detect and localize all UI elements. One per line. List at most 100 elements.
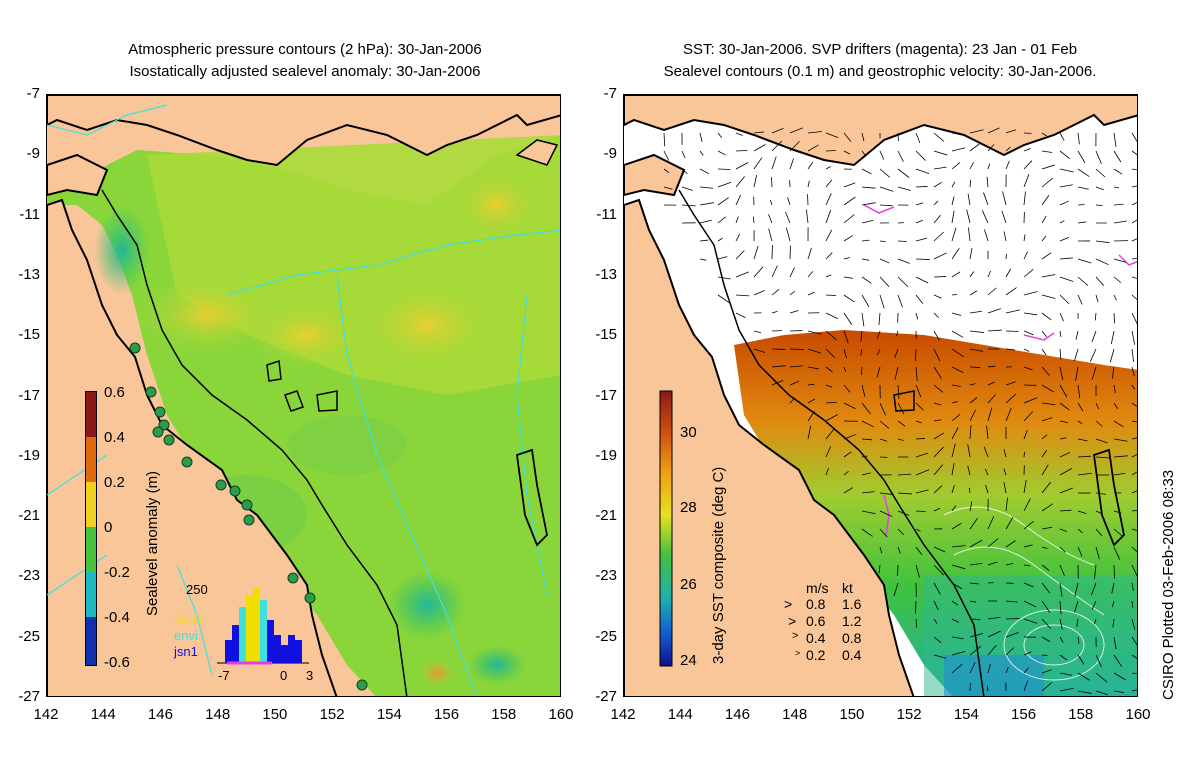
velocity-arrow — [1131, 471, 1137, 476]
velocity-arrow — [987, 270, 991, 278]
velocity-arrow — [771, 379, 784, 386]
velocity-arrow — [861, 258, 870, 261]
sla-colorbar-tick: -0.4 — [104, 609, 130, 626]
velocity-arrow — [1113, 472, 1126, 476]
velocity-arrow — [1023, 480, 1027, 494]
right-title-line1: SST: 30-Jan-2006. SVP drifters (magenta)… — [682, 41, 1078, 58]
velocity-arrow — [825, 414, 839, 422]
velocity-arrow — [1041, 348, 1047, 356]
velocity-arrow — [1059, 654, 1068, 661]
velocity-arrow — [699, 239, 709, 242]
velocity-arrow — [753, 157, 763, 170]
velocity-arrow — [768, 214, 773, 224]
velocity-arrow — [1059, 330, 1062, 337]
velocity-arrow — [1023, 366, 1033, 371]
velocity-arrow — [897, 564, 899, 577]
speed-legend-arrow: > — [784, 596, 793, 612]
velocity-arrow — [951, 248, 960, 260]
velocity-arrow — [1075, 330, 1079, 340]
velocity-arrow — [717, 216, 726, 224]
velocity-arrow — [969, 366, 981, 368]
velocity-arrow — [789, 290, 795, 296]
velocity-arrow — [1005, 666, 1009, 674]
velocity-arrow — [951, 271, 961, 278]
velocity-arrow — [717, 294, 730, 304]
velocity-arrow — [1095, 420, 1103, 427]
velocity-arrow — [1095, 672, 1108, 683]
histogram-legend-jsn1: jsn1 — [174, 644, 198, 659]
velocity-arrow — [1023, 680, 1029, 692]
velocity-arrow — [969, 143, 980, 152]
velocity-arrow — [987, 663, 991, 674]
velocity-arrow — [1077, 546, 1083, 557]
velocity-arrow — [897, 186, 911, 191]
velocity-arrow — [681, 150, 686, 159]
velocity-arrow — [861, 150, 867, 157]
lon-tick-label: 156 — [434, 706, 460, 723]
velocity-arrow — [1131, 564, 1137, 576]
velocity-arrow — [915, 510, 926, 512]
velocity-arrow — [897, 420, 906, 427]
velocity-arrow — [1041, 564, 1050, 571]
velocity-arrow — [951, 348, 964, 358]
lat-tick-label: -11 — [19, 205, 40, 223]
velocity-arrow — [1077, 420, 1083, 425]
sst-colorbar-tick: 24 — [680, 652, 697, 669]
velocity-arrow — [1095, 456, 1110, 459]
velocity-arrow — [967, 227, 971, 242]
lon-tick-label: 154 — [376, 706, 402, 723]
velocity-arrow — [876, 330, 881, 339]
lat-tick-label: -25 — [595, 627, 617, 645]
velocity-arrow — [1059, 582, 1063, 597]
velocity-arrow — [1131, 185, 1137, 188]
velocity-arrow — [807, 330, 822, 335]
velocity-arrow — [969, 290, 978, 296]
velocity-arrow — [951, 636, 964, 640]
drifter-track — [863, 204, 895, 214]
tide-gauge-marker — [287, 572, 299, 584]
velocity-arrow — [897, 150, 904, 162]
velocity-arrow — [769, 199, 773, 206]
velocity-arrow — [789, 127, 803, 134]
velocity-arrow — [735, 271, 750, 278]
speed-legend-arrow: > — [795, 648, 801, 658]
velocity-arrow — [699, 132, 703, 143]
speed-legend-kt: 0.4 — [842, 647, 862, 663]
velocity-arrow — [1041, 402, 1056, 406]
velocity-arrow — [1023, 312, 1038, 316]
velocity-arrow — [1041, 682, 1053, 692]
velocity-arrow — [1059, 312, 1064, 322]
velocity-arrow — [843, 330, 849, 344]
velocity-arrow — [825, 330, 837, 341]
velocity-arrow — [893, 582, 899, 597]
velocity-arrow — [1041, 546, 1048, 549]
velocity-arrow — [933, 348, 941, 362]
velocity-arrow — [825, 252, 833, 260]
velocity-arrow — [933, 546, 946, 553]
velocity-arrow — [933, 446, 944, 458]
velocity-arrow — [1077, 258, 1092, 264]
velocity-arrow — [825, 132, 839, 138]
velocity-arrow — [825, 467, 829, 476]
speed-legend-ms: 0.6 — [806, 613, 826, 629]
velocity-arrow — [1041, 274, 1056, 278]
velocity-arrow — [1041, 132, 1048, 137]
velocity-arrow — [1005, 287, 1017, 296]
velocity-arrow — [951, 600, 959, 606]
velocity-arrow — [1059, 200, 1069, 206]
velocity-arrow — [861, 455, 868, 458]
velocity-arrow — [771, 177, 773, 188]
velocity-arrow — [753, 330, 762, 334]
velocity-arrow — [787, 197, 791, 206]
velocity-arrow — [1059, 468, 1073, 476]
velocity-arrow — [861, 420, 875, 428]
histogram-legend-gfo: GFO — [174, 612, 203, 627]
lon-tick-label: 148 — [205, 706, 231, 723]
velocity-arrow — [1041, 312, 1052, 321]
lat-tick-label: -7 — [603, 85, 617, 102]
velocity-arrow — [1023, 429, 1028, 440]
velocity-arrow — [879, 240, 886, 243]
velocity-arrow — [969, 425, 972, 440]
velocity-arrow — [1041, 600, 1051, 613]
velocity-arrow — [771, 265, 778, 278]
